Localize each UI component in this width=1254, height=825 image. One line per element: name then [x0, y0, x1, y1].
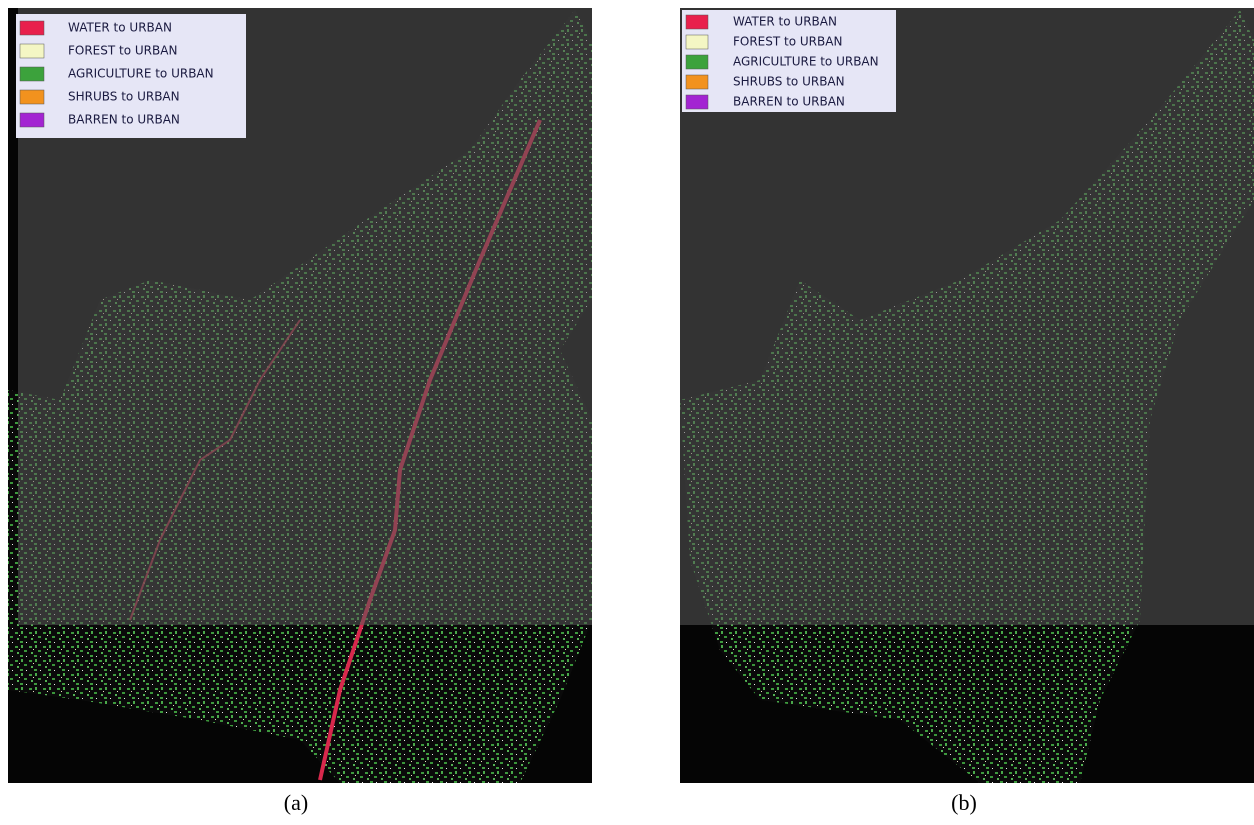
- panel-caption: (a): [284, 790, 308, 815]
- legend-swatch: [686, 75, 708, 89]
- legend-label: FOREST to URBAN: [68, 44, 177, 58]
- legend-label: FOREST to URBAN: [733, 35, 842, 49]
- legend-label: SHRUBS to URBAN: [733, 75, 845, 89]
- legend-label: WATER to URBAN: [68, 21, 172, 35]
- legend-label: WATER to URBAN: [733, 15, 837, 29]
- legend-label: AGRICULTURE to URBAN: [733, 55, 879, 69]
- legend-swatch: [20, 21, 44, 35]
- legend-swatch: [686, 15, 708, 29]
- legend-label: BARREN to URBAN: [68, 113, 180, 127]
- legend-swatch: [686, 95, 708, 109]
- legend-swatch: [686, 55, 708, 69]
- legend-swatch: [20, 90, 44, 104]
- panel-caption: (b): [951, 790, 977, 815]
- legend-label: SHRUBS to URBAN: [68, 90, 180, 104]
- legend-swatch: [686, 35, 708, 49]
- page: WATER to URBAN FOREST to URBAN AGRICULTURE…: [0, 0, 1254, 825]
- legend-swatch: [20, 67, 44, 81]
- figure: WATER to URBAN FOREST to URBAN AGRICULTURE…: [0, 0, 1254, 825]
- legend-label: AGRICULTURE to URBAN: [68, 67, 214, 81]
- legend-swatch: [20, 44, 44, 58]
- legend-label: BARREN to URBAN: [733, 95, 845, 109]
- legend-swatch: [20, 113, 44, 127]
